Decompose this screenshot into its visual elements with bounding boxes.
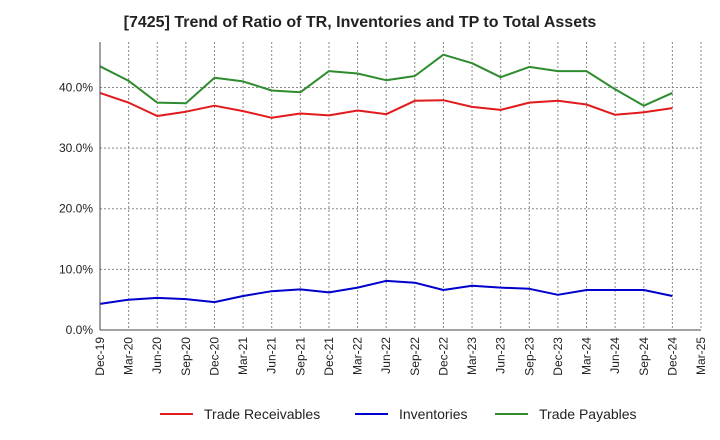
x-tick-label: Sep-21 (293, 337, 307, 376)
grid-lines (99, 42, 702, 331)
x-tick-label: Mar-23 (465, 337, 479, 375)
x-tick-label: Sep-20 (179, 337, 193, 376)
x-tick-label: Sep-23 (522, 337, 536, 376)
y-axis-ticks: 0.0% 10.0% 20.0% 30.0% 40.0% (59, 80, 93, 337)
chart-title: [7425] Trend of Ratio of TR, Inventories… (123, 14, 597, 31)
y-tick-label: 20.0% (59, 202, 93, 216)
x-tick-label: Dec-21 (322, 337, 336, 376)
legend-label: Inventories (399, 406, 467, 422)
series-line-trade-receivables (99, 91, 673, 119)
legend-label: Trade Payables (539, 406, 637, 422)
x-tick-label: Dec-22 (436, 337, 450, 376)
y-tick-label: 0.0% (66, 323, 94, 337)
x-tick-label: Dec-19 (93, 337, 107, 376)
x-tick-label: Mar-21 (236, 337, 250, 375)
x-tick-label: Mar-24 (580, 337, 594, 375)
x-tick-label: Jun-20 (150, 337, 164, 374)
x-tick-label: Jun-22 (379, 337, 393, 374)
x-tick-label: Mar-22 (351, 337, 365, 375)
x-tick-label: Sep-22 (408, 337, 422, 376)
x-tick-label: Mar-25 (694, 337, 708, 375)
x-tick-label: Sep-24 (637, 337, 651, 376)
y-tick-label: 10.0% (59, 262, 93, 276)
x-tick-label: Jun-21 (265, 337, 279, 374)
x-tick-label: Dec-20 (207, 337, 221, 376)
x-axis-ticks: Dec-19 Mar-20 Jun-20 Sep-20 Dec-20 Mar-21 Jun-… (93, 337, 708, 376)
x-tick-label: Jun-24 (608, 337, 622, 374)
x-tick-label: Dec-23 (551, 337, 565, 376)
series-line-inventories (99, 279, 673, 305)
legend: Trade Receivables Inventories Trade Payabl… (160, 406, 637, 422)
x-tick-label: Mar-20 (122, 337, 136, 375)
plot-frame (99, 42, 701, 331)
x-tick-label: Jun-23 (494, 337, 508, 374)
y-tick-label: 30.0% (59, 141, 93, 155)
series-line-trade-payables (99, 53, 673, 107)
legend-label: Trade Receivables (204, 406, 320, 422)
series-lines (99, 53, 673, 305)
x-tick-label: Dec-24 (665, 337, 679, 376)
y-tick-label: 40.0% (59, 80, 93, 94)
